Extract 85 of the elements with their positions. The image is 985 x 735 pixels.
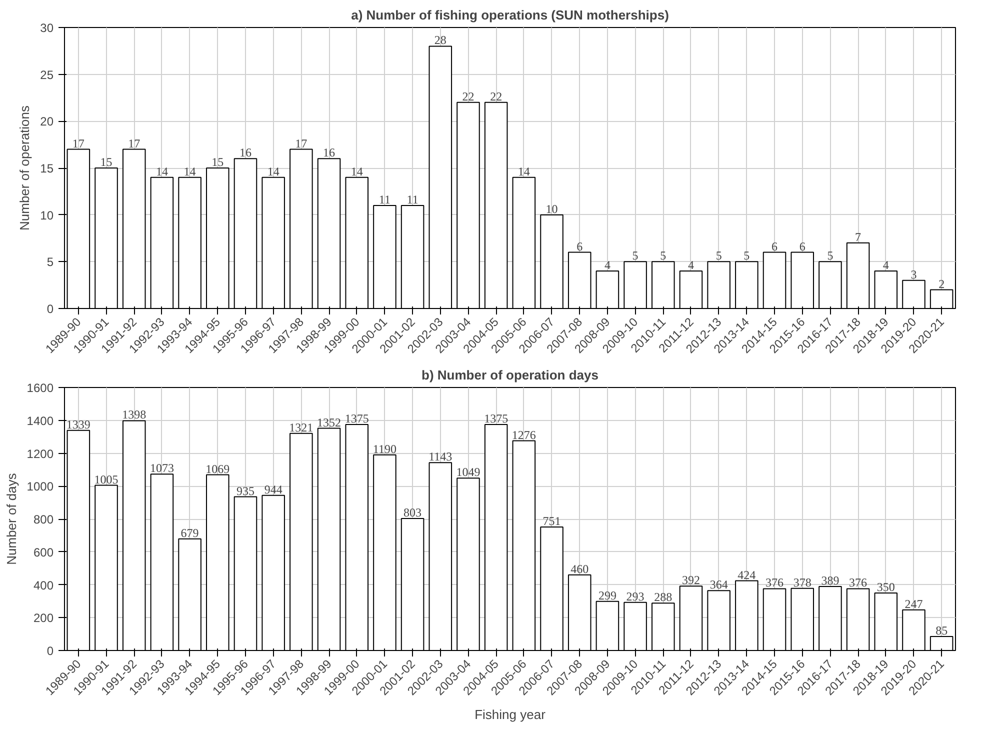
data-label: 16: [323, 146, 336, 160]
y-axis-title: Number of days: [4, 472, 19, 565]
y-tick-label: 1000: [26, 480, 54, 494]
y-tick-label: 10: [40, 208, 54, 222]
data-label: 22: [490, 89, 502, 104]
data-label: 1375: [484, 411, 508, 426]
data-label: 14: [184, 164, 196, 178]
data-label: 1321: [289, 420, 314, 434]
data-label: 85: [936, 624, 948, 638]
y-tick-label: 800: [33, 512, 54, 526]
y-tick-label: 15: [40, 162, 54, 176]
data-label: 376: [849, 576, 868, 590]
y-tick-label: 1600: [26, 381, 54, 395]
data-label: 17: [128, 136, 140, 150]
data-label: 389: [821, 574, 840, 588]
y-tick-label: 5: [46, 255, 54, 270]
data-label: 944: [264, 482, 282, 496]
data-label: 14: [350, 164, 363, 178]
data-label: 28: [434, 33, 446, 48]
data-label: 5: [632, 248, 638, 263]
data-label: 17: [72, 136, 84, 150]
data-label: 1190: [372, 442, 396, 456]
y-tick-label: 30: [40, 21, 54, 35]
data-label: 1352: [317, 415, 342, 430]
data-label: 424: [738, 568, 756, 582]
data-label: 1069: [206, 462, 230, 476]
data-label: 935: [236, 484, 254, 498]
data-label: 6: [772, 239, 778, 254]
data-label: 15: [212, 155, 224, 169]
data-label: 14: [267, 164, 280, 178]
data-label: 1375: [344, 411, 369, 426]
y-tick-label: 0: [46, 644, 54, 658]
data-label: 1073: [150, 461, 174, 476]
data-label: 803: [404, 506, 422, 520]
data-label: 15: [100, 155, 112, 169]
data-label: 679: [180, 526, 199, 540]
data-label: 1276: [512, 428, 536, 442]
data-label: 751: [542, 514, 561, 528]
data-label: 1339: [66, 417, 90, 432]
data-label: 16: [239, 146, 252, 160]
y-tick-label: 400: [33, 578, 54, 592]
data-label: 5: [660, 248, 666, 263]
data-label: 1398: [122, 408, 146, 422]
data-label: 4: [688, 258, 694, 272]
data-label: 247: [904, 596, 923, 611]
data-label: 1005: [94, 472, 118, 486]
data-label: 392: [682, 573, 700, 588]
y-tick-label: 20: [40, 114, 54, 129]
chart-title: b) Number of operation days: [422, 368, 598, 382]
chart-title: a) Number of fishing operations (SUN motherships): [351, 8, 669, 22]
data-label: 288: [654, 590, 672, 604]
data-label: 10: [546, 202, 558, 216]
data-label: 460: [570, 562, 589, 576]
data-label: 4: [882, 258, 889, 272]
y-tick-label: 600: [33, 545, 54, 560]
data-label: 6: [799, 239, 806, 254]
data-label: 14: [156, 164, 168, 178]
data-label: 293: [626, 589, 644, 604]
data-label: 5: [716, 248, 722, 263]
data-label: 11: [406, 192, 418, 206]
y-tick-label: 1200: [26, 446, 54, 461]
data-label: 1049: [456, 465, 480, 480]
y-tick-label: 0: [46, 302, 54, 316]
data-label: 3: [910, 267, 917, 282]
data-label: 364: [710, 578, 728, 592]
y-tick-label: 200: [33, 611, 54, 626]
data-label: 6: [576, 239, 583, 254]
y-axis-title: Number of operations: [17, 104, 32, 231]
data-label: 17: [295, 136, 308, 150]
data-label: 22: [462, 89, 474, 104]
data-label: 2: [938, 276, 945, 291]
data-label: 14: [518, 164, 530, 178]
data-label: 11: [378, 192, 390, 206]
y-tick-label: 1400: [26, 414, 54, 428]
data-label: 5: [827, 248, 834, 263]
data-label: 4: [604, 258, 610, 272]
y-tick-label: 25: [40, 68, 54, 82]
data-label: 7: [855, 230, 862, 244]
data-label: 350: [876, 580, 895, 594]
data-label: 5: [744, 248, 750, 263]
data-label: 1143: [428, 450, 452, 464]
x-axis-title: Fishing year: [474, 707, 546, 722]
data-label: 376: [766, 576, 784, 590]
data-label: 378: [793, 575, 812, 590]
data-label: 299: [598, 588, 616, 602]
